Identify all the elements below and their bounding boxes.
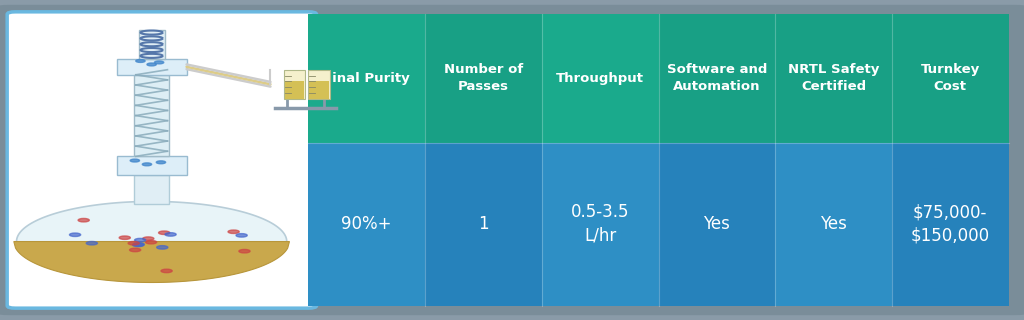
Text: Number of
Passes: Number of Passes: [443, 63, 523, 93]
Polygon shape: [13, 242, 290, 283]
Circle shape: [155, 61, 164, 64]
Circle shape: [239, 250, 250, 253]
Bar: [286, 81, 304, 99]
Text: Throughput: Throughput: [556, 72, 644, 85]
Bar: [308, 14, 425, 142]
Bar: [117, 59, 186, 75]
Circle shape: [133, 243, 144, 246]
Text: 1: 1: [478, 215, 488, 233]
Circle shape: [142, 237, 154, 240]
Polygon shape: [16, 201, 287, 282]
Circle shape: [165, 233, 176, 236]
Bar: [775, 142, 892, 306]
Circle shape: [228, 230, 240, 234]
Bar: [138, 30, 165, 59]
Bar: [425, 14, 542, 142]
Circle shape: [157, 246, 168, 249]
Text: 90%+: 90%+: [341, 215, 392, 233]
Text: $75,000-
$150,000: $75,000- $150,000: [910, 203, 990, 245]
Bar: [309, 81, 329, 99]
Text: Yes: Yes: [820, 215, 847, 233]
Circle shape: [159, 231, 170, 235]
Circle shape: [157, 161, 166, 164]
Circle shape: [78, 219, 89, 222]
Circle shape: [237, 234, 247, 237]
Circle shape: [142, 163, 152, 166]
Bar: [308, 70, 330, 99]
Bar: [775, 14, 892, 142]
Circle shape: [130, 248, 140, 252]
Circle shape: [86, 242, 97, 245]
Bar: [134, 175, 169, 204]
Text: NRTL Safety
Certified: NRTL Safety Certified: [787, 63, 880, 93]
Bar: [134, 75, 169, 156]
Circle shape: [161, 269, 172, 273]
Bar: [658, 142, 775, 306]
FancyBboxPatch shape: [0, 5, 1024, 315]
Circle shape: [119, 236, 130, 239]
Circle shape: [145, 240, 157, 244]
Text: Yes: Yes: [703, 215, 730, 233]
Bar: [425, 142, 542, 306]
FancyBboxPatch shape: [7, 12, 316, 308]
Bar: [285, 70, 305, 99]
Circle shape: [132, 243, 143, 247]
Bar: [117, 156, 186, 175]
Bar: [892, 14, 1009, 142]
Text: Turnkey
Cost: Turnkey Cost: [921, 63, 980, 93]
Bar: [542, 142, 658, 306]
Circle shape: [70, 233, 81, 236]
Circle shape: [134, 238, 145, 242]
Text: Final Purity: Final Purity: [324, 72, 410, 85]
Bar: [308, 142, 425, 306]
Circle shape: [130, 159, 139, 162]
Text: 0.5-3.5
L/hr: 0.5-3.5 L/hr: [571, 203, 630, 245]
Circle shape: [128, 242, 139, 245]
Circle shape: [147, 63, 157, 66]
Circle shape: [136, 60, 145, 62]
Bar: [658, 14, 775, 142]
Bar: [542, 14, 658, 142]
Text: Software and
Automation: Software and Automation: [667, 63, 767, 93]
Bar: [892, 142, 1009, 306]
